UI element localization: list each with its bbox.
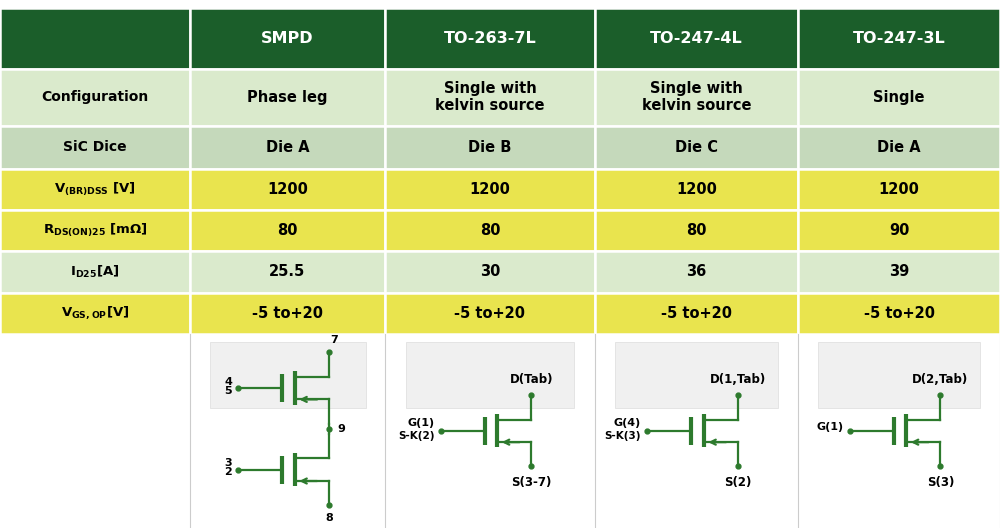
Bar (190, 293, 385, 334)
Text: 1200: 1200 (470, 182, 510, 197)
Bar (385, 69, 595, 126)
Bar (385, 126, 595, 169)
Text: Die A: Die A (266, 140, 309, 155)
Bar (210, 342, 366, 408)
Bar (595, 293, 798, 334)
Bar (0, 251, 190, 293)
Bar (595, 210, 798, 251)
Text: Phase leg: Phase leg (247, 90, 328, 105)
Text: 1200: 1200 (879, 182, 919, 197)
Bar (0, 293, 190, 334)
Text: S(3-7): S(3-7) (511, 476, 552, 489)
Text: -5 to+20: -5 to+20 (661, 306, 732, 320)
Text: -5 to+20: -5 to+20 (864, 306, 934, 320)
Text: 1200: 1200 (676, 182, 717, 197)
Text: $\mathbf{R_{DS(ON)25}\ [m\Omega]}$: $\mathbf{R_{DS(ON)25}\ [m\Omega]}$ (43, 222, 147, 239)
Text: S-K(3): S-K(3) (604, 431, 641, 441)
Bar (190, 69, 385, 126)
Text: 7: 7 (330, 335, 338, 345)
Text: G(1): G(1) (816, 422, 844, 432)
Text: 80: 80 (277, 223, 298, 238)
Text: 39: 39 (889, 265, 909, 279)
Text: 9: 9 (337, 424, 345, 434)
Text: Single with
kelvin source: Single with kelvin source (642, 81, 751, 114)
Text: D(1,Tab): D(1,Tab) (710, 373, 766, 385)
Bar (798, 293, 1000, 334)
Text: Die B: Die B (468, 140, 512, 155)
Bar (190, 210, 385, 251)
Bar (0, 210, 190, 251)
Bar (406, 342, 574, 408)
Text: 30: 30 (480, 265, 500, 279)
Text: 36: 36 (686, 265, 707, 279)
Bar (818, 342, 980, 408)
Text: 3: 3 (224, 458, 232, 468)
Text: 1200: 1200 (267, 182, 308, 197)
Text: Single with
kelvin source: Single with kelvin source (435, 81, 545, 114)
Text: Configuration: Configuration (41, 90, 149, 104)
Text: -5 to+20: -5 to+20 (454, 306, 526, 320)
Text: S(2): S(2) (724, 476, 752, 489)
Bar (190, 8, 385, 69)
Bar (0, 169, 190, 210)
Bar (615, 342, 778, 408)
Bar (385, 169, 595, 210)
Text: S-K(2): S-K(2) (398, 431, 434, 441)
Bar (595, 69, 798, 126)
Text: S(3): S(3) (927, 476, 954, 489)
Text: G(1): G(1) (407, 419, 434, 428)
Text: 90: 90 (889, 223, 909, 238)
Bar (385, 293, 595, 334)
Bar (798, 126, 1000, 169)
Text: Die A: Die A (877, 140, 921, 155)
Bar (798, 8, 1000, 69)
Bar (798, 169, 1000, 210)
Text: Die C: Die C (675, 140, 718, 155)
Text: 80: 80 (686, 223, 707, 238)
Text: D(Tab): D(Tab) (510, 373, 553, 385)
Bar (385, 210, 595, 251)
Text: $\mathbf{V_{(BR)DSS}\ [V]}$: $\mathbf{V_{(BR)DSS}\ [V]}$ (54, 181, 136, 198)
Bar (385, 251, 595, 293)
Bar (595, 8, 798, 69)
Text: -5 to+20: -5 to+20 (252, 306, 323, 320)
Bar (190, 251, 385, 293)
Text: SMPD: SMPD (261, 31, 314, 46)
Bar (595, 126, 798, 169)
Text: TO-247-3L: TO-247-3L (853, 31, 945, 46)
Bar (798, 251, 1000, 293)
Bar (798, 69, 1000, 126)
Text: TO-247-4L: TO-247-4L (650, 31, 743, 46)
Bar (0, 126, 190, 169)
Bar (595, 251, 798, 293)
Text: D(2,Tab): D(2,Tab) (912, 373, 969, 385)
Bar (798, 210, 1000, 251)
Bar (385, 8, 595, 69)
Bar (190, 126, 385, 169)
Text: 2: 2 (224, 467, 232, 477)
Bar (0, 69, 190, 126)
Text: 4: 4 (224, 377, 232, 387)
Bar (190, 169, 385, 210)
Text: $\mathbf{V_{GS,OP}[V]}$: $\mathbf{V_{GS,OP}[V]}$ (61, 305, 129, 322)
Bar (0, 8, 190, 69)
Text: G(4): G(4) (614, 419, 641, 428)
Text: 80: 80 (480, 223, 500, 238)
Text: 25.5: 25.5 (269, 265, 306, 279)
Bar (0, 334, 1000, 528)
Text: SiC Dice: SiC Dice (63, 140, 127, 154)
Bar (595, 169, 798, 210)
Text: TO-263-7L: TO-263-7L (444, 31, 536, 46)
Text: 5: 5 (224, 386, 232, 396)
Text: $\mathbf{I_{D25}[A]}$: $\mathbf{I_{D25}[A]}$ (70, 264, 120, 280)
Text: 8: 8 (325, 513, 333, 523)
Text: Single: Single (873, 90, 925, 105)
